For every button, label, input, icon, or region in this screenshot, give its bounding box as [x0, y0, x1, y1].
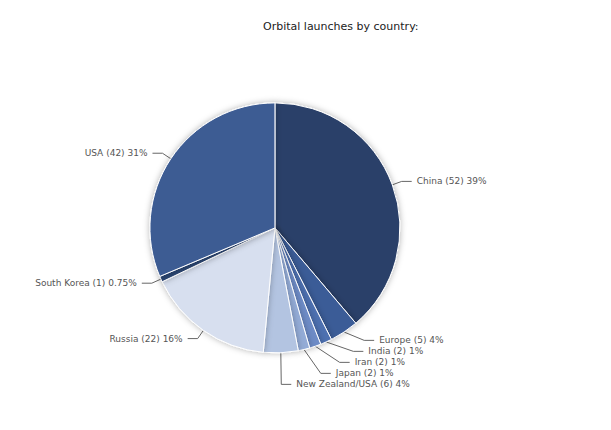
svg-text:South Korea (1) 0.75%: South Korea (1) 0.75%: [35, 278, 137, 288]
svg-text:New Zealand/USA (6) 4%: New Zealand/USA (6) 4%: [296, 379, 410, 389]
svg-text:Iran (2) 1%: Iran (2) 1%: [355, 357, 406, 367]
svg-text:India (2) 1%: India (2) 1%: [368, 346, 423, 356]
svg-text:China (52) 39%: China (52) 39%: [417, 176, 487, 186]
svg-text:Japan (2) 1%: Japan (2) 1%: [335, 368, 394, 378]
svg-text:Orbital launches by country:: Orbital launches by country:: [263, 20, 419, 33]
svg-text:USA (42) 31%: USA (42) 31%: [85, 148, 148, 158]
svg-text:Russia (22) 16%: Russia (22) 16%: [110, 334, 184, 344]
svg-text:Europe (5) 4%: Europe (5) 4%: [379, 335, 444, 345]
